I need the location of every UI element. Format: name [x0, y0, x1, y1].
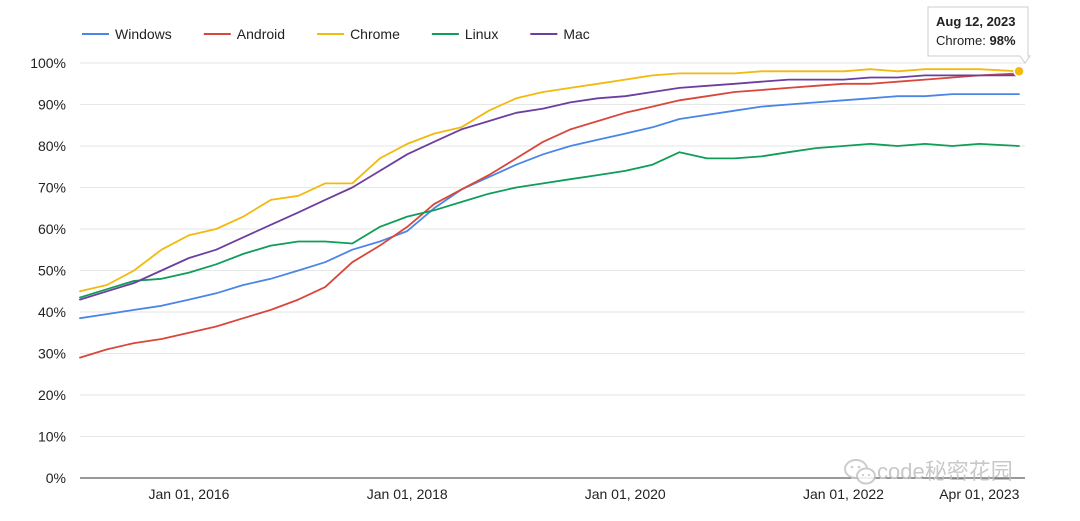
legend-label-windows[interactable]: Windows	[115, 26, 172, 42]
x-tick-label: Jan 01, 2020	[585, 486, 666, 502]
y-tick-label: 20%	[38, 387, 66, 403]
hover-point	[1013, 65, 1025, 78]
x-tick-label: Jan 01, 2022	[803, 486, 884, 502]
x-tick-label: Jan 01, 2016	[148, 486, 229, 502]
tooltip-value: 98%	[989, 33, 1015, 48]
watermark-text: code秘密花园	[877, 459, 1013, 484]
tooltip: Aug 12, 2023 Chrome: 98%	[927, 6, 1031, 64]
y-tick-label: 70%	[38, 180, 66, 196]
legend-label-chrome[interactable]: Chrome	[350, 26, 400, 42]
series-line-mac	[79, 74, 1020, 301]
y-tick-label: 100%	[30, 55, 66, 71]
y-tick-label: 40%	[38, 304, 66, 320]
wechat-icon	[844, 459, 876, 485]
series-lines	[79, 65, 1025, 359]
tooltip-date: Aug 12, 2023	[936, 14, 1016, 29]
series-line-windows	[79, 93, 1020, 320]
series-line-android	[79, 72, 1020, 359]
y-tick-label: 10%	[38, 429, 66, 445]
y-tick-label: 50%	[38, 263, 66, 279]
legend-label-linux[interactable]: Linux	[465, 26, 498, 42]
tooltip-series-name: Chrome:	[936, 33, 986, 48]
grid-lines	[80, 62, 1025, 479]
y-axis: 0% 10% 20% 30% 40% 50% 60% 70% 80% 90% 100%	[30, 55, 66, 486]
series-line-chrome	[79, 68, 1020, 293]
y-tick-label: 90%	[38, 97, 66, 113]
x-tick-label: Jan 01, 2018	[367, 486, 448, 502]
legend-label-android[interactable]: Android	[237, 26, 285, 42]
legend-label-mac[interactable]: Mac	[563, 26, 589, 42]
x-axis: Jan 01, 2016 Jan 01, 2018 Jan 01, 2020 Jan …	[148, 486, 1019, 502]
tooltip-box	[927, 6, 1031, 64]
y-tick-label: 0%	[46, 470, 66, 486]
watermark: code秘密花园	[844, 459, 1013, 485]
y-tick-label: 60%	[38, 221, 66, 237]
legend: Windows Android Chrome Linux Mac	[82, 26, 590, 42]
y-tick-label: 80%	[38, 138, 66, 154]
y-tick-label: 30%	[38, 346, 66, 362]
series-line-linux	[79, 143, 1020, 299]
tooltip-series-line: Chrome: 98%	[936, 33, 1016, 48]
x-tick-label: Apr 01, 2023	[939, 486, 1019, 502]
